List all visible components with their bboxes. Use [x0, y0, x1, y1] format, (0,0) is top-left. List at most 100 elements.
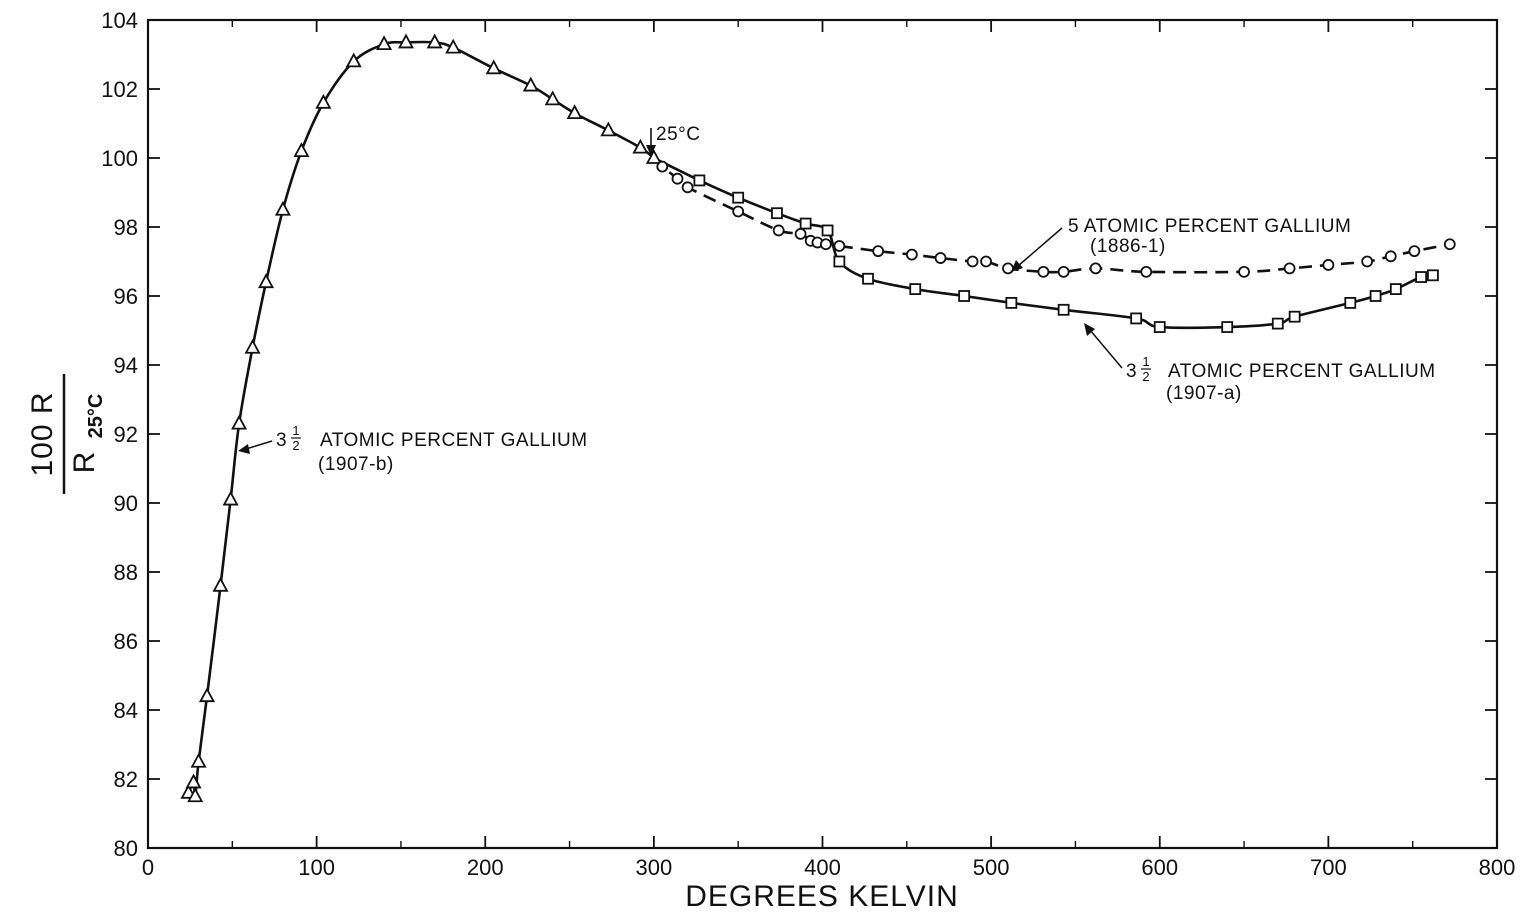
- annotation-three-half-b-line2: (1907-b): [318, 454, 394, 475]
- square-marker: [1427, 269, 1439, 282]
- triangle-marker: [315, 93, 332, 109]
- y-axis-title-numerator: 100 R: [26, 391, 59, 476]
- circle-marker: [1361, 255, 1374, 268]
- square-marker: [833, 255, 846, 268]
- square-marker: [1415, 271, 1428, 283]
- y-tick-label: 94: [114, 353, 138, 378]
- circle-marker: [1384, 250, 1397, 263]
- square-marker: [1057, 303, 1070, 316]
- series-markers: [180, 33, 1456, 803]
- circle-marker: [819, 238, 832, 251]
- annotation-five-atomic-arrow-head: [1011, 260, 1023, 272]
- triangle-marker: [190, 752, 207, 768]
- annotation-three-half-b: 3 1 2 ATOMIC PERCENT GALLIUM (1907-b): [238, 423, 587, 475]
- circle-marker: [1089, 262, 1102, 275]
- y-axis-title-denominator: R: [68, 451, 101, 474]
- annotation-five-atomic: 5 ATOMIC PERCENT GALLIUM (1886-1): [1011, 216, 1351, 272]
- annotation-three-half-b-arrow-line: [245, 440, 273, 450]
- square-marker: [1288, 310, 1301, 323]
- circle-marker: [671, 172, 684, 185]
- y-tick-label: 104: [101, 8, 138, 33]
- x-tick-label: 600: [1141, 855, 1178, 880]
- y-tick-label: 102: [101, 77, 138, 102]
- y-tick-label: 90: [114, 491, 138, 516]
- annotation-five-atomic-line2: (1886-1): [1090, 236, 1166, 257]
- annotation-three-half-a-line2: (1907-a): [1166, 383, 1242, 404]
- circle-marker: [980, 255, 992, 268]
- annotation-three-half-a-fraction-numerator: 1: [1142, 354, 1149, 369]
- triangle-marker: [244, 338, 261, 354]
- y-tick-label: 100: [101, 146, 138, 171]
- triangle-marker: [632, 138, 649, 154]
- square-marker: [693, 174, 706, 187]
- annotation-five-atomic-arrow-line: [1017, 227, 1063, 267]
- circle-marker: [1408, 245, 1421, 258]
- circle-marker: [681, 181, 694, 194]
- triangle-marker: [522, 76, 539, 92]
- x-tick-label: 400: [804, 855, 841, 880]
- series-line-circle: [652, 157, 1451, 274]
- y-tick-label: 98: [114, 215, 138, 240]
- triangle-marker: [645, 149, 662, 164]
- y-tick-label: 80: [114, 836, 138, 861]
- y-tick-label: 82: [114, 767, 138, 792]
- y-tick-label: 96: [114, 284, 138, 309]
- square-marker: [1389, 283, 1402, 296]
- axis-tick-labels: 0 100 200 300 400 500 600 700 800 80 82 84 86 88 90 92 9…: [101, 8, 1515, 880]
- axis-ticks: [147, 19, 1498, 849]
- triangle-marker: [274, 200, 291, 216]
- triangle-marker: [445, 38, 462, 54]
- y-tick-label: 86: [114, 629, 138, 654]
- annotation-three-half-b-arrow-head: [238, 444, 250, 454]
- annotation-three-half-a-arrow-line: [1089, 329, 1123, 369]
- square-marker: [1344, 296, 1357, 309]
- x-tick-label: 500: [973, 855, 1010, 880]
- series-line-square: [653, 156, 1434, 330]
- square-marker: [1221, 321, 1234, 333]
- triangle-marker: [345, 52, 362, 68]
- annotation-three-half-a-fraction-denominator: 2: [1142, 369, 1149, 384]
- series-lines: [187, 40, 1451, 799]
- square-marker: [771, 207, 783, 220]
- circle-marker: [732, 205, 745, 218]
- triangle-marker: [566, 104, 583, 120]
- circle-marker: [1322, 259, 1335, 271]
- square-marker: [1153, 321, 1166, 333]
- annotation-25c: 25°C: [646, 124, 700, 156]
- triangle-marker: [600, 121, 617, 137]
- x-tick-label: 700: [1310, 855, 1347, 880]
- circle-marker: [1140, 265, 1153, 278]
- annotation-three-half-a: 3 1 2 ATOMIC PERCENT GALLIUM (1907-a): [1084, 323, 1435, 404]
- square-marker: [799, 217, 812, 230]
- y-tick-label: 92: [114, 422, 138, 447]
- x-axis-title: DEGREES KELVIN: [685, 880, 959, 913]
- circle-marker: [1283, 262, 1296, 275]
- circle-marker: [905, 248, 918, 261]
- annotation-five-atomic-line1: 5 ATOMIC PERCENT GALLIUM: [1068, 216, 1351, 237]
- square-marker: [909, 283, 922, 296]
- triangle-marker: [222, 490, 239, 506]
- y-axis-title: 100 R R 25°C: [26, 374, 107, 494]
- circle-marker: [1002, 262, 1014, 275]
- x-tick-label: 100: [298, 855, 335, 880]
- circle-marker: [656, 160, 669, 173]
- circle-marker: [772, 224, 785, 237]
- square-marker: [1130, 312, 1143, 325]
- annotation-three-half-a-prefix: 3: [1126, 361, 1137, 382]
- triangle-marker: [293, 142, 310, 158]
- triangle-marker: [187, 787, 204, 803]
- triangle-marker: [231, 414, 248, 430]
- square-marker: [1271, 317, 1284, 330]
- y-tick-label: 88: [114, 560, 138, 585]
- circle-marker: [1443, 238, 1456, 251]
- triangle-marker: [485, 59, 502, 75]
- square-marker: [958, 290, 971, 302]
- x-tick-label: 200: [467, 855, 504, 880]
- circle-marker: [966, 255, 979, 268]
- annotation-three-half-b-prefix: 3: [276, 430, 287, 451]
- annotation-25c-arrow-head: [646, 145, 656, 156]
- triangle-marker: [426, 33, 443, 49]
- y-axis-title-denominator-subscript: 25°C: [85, 394, 107, 439]
- circle-marker: [833, 240, 846, 252]
